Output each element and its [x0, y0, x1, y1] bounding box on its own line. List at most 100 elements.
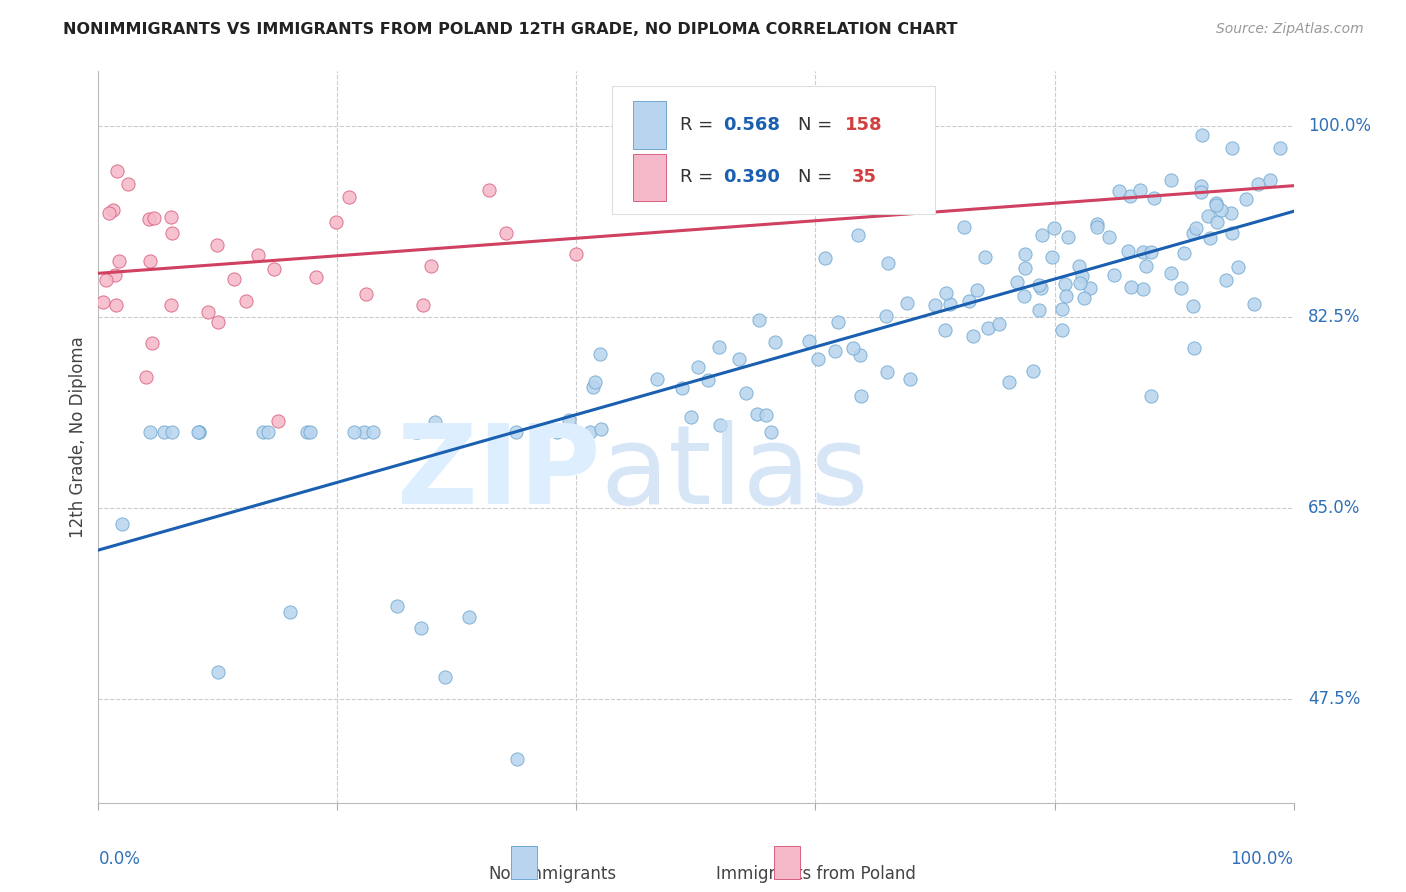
Point — [111, 517, 134, 532]
Point — [152, 425, 174, 439]
Point — [1098, 230, 1121, 244]
Point — [411, 621, 433, 635]
Text: ZIP: ZIP — [396, 420, 600, 527]
Point — [898, 372, 921, 386]
Point — [1220, 140, 1243, 154]
Text: R =: R = — [681, 169, 720, 186]
Point — [187, 425, 209, 439]
Point — [1135, 259, 1157, 273]
Point — [728, 351, 751, 366]
Point — [849, 348, 872, 362]
Point — [849, 389, 872, 403]
Point — [997, 375, 1019, 389]
Point — [1258, 173, 1281, 187]
Point — [686, 360, 709, 375]
Point — [1234, 192, 1257, 206]
Point — [1189, 185, 1212, 199]
Point — [1205, 198, 1227, 212]
Point — [440, 425, 463, 439]
Text: NONIMMIGRANTS VS IMMIGRANTS FROM POLAND 12TH GRADE, NO DIPLOMA CORRELATION CHART: NONIMMIGRANTS VS IMMIGRANTS FROM POLAND … — [63, 22, 957, 37]
Point — [1054, 288, 1077, 302]
Point — [1132, 282, 1154, 296]
Point — [645, 372, 668, 386]
Point — [434, 670, 457, 684]
Point — [478, 183, 501, 197]
Point — [583, 376, 606, 390]
Point — [671, 382, 693, 396]
Point — [141, 335, 163, 350]
Point — [579, 425, 602, 439]
Point — [138, 211, 160, 226]
Text: 35: 35 — [852, 169, 876, 186]
Point — [1143, 191, 1166, 205]
Point — [1050, 301, 1073, 316]
Point — [959, 294, 981, 309]
Point — [1191, 128, 1213, 143]
Point — [1206, 215, 1229, 229]
Point — [506, 752, 529, 766]
Point — [489, 425, 512, 439]
Point — [404, 425, 426, 439]
Point — [458, 610, 481, 624]
Point — [160, 298, 183, 312]
Point — [797, 334, 820, 348]
Point — [876, 365, 898, 379]
Text: 0.390: 0.390 — [724, 169, 780, 186]
Bar — [773, 847, 800, 880]
Point — [966, 283, 988, 297]
Point — [976, 321, 998, 335]
Point — [1029, 281, 1052, 295]
Point — [846, 228, 869, 243]
Point — [934, 323, 956, 337]
Point — [1108, 184, 1130, 198]
Point — [91, 294, 114, 309]
Bar — [510, 847, 537, 880]
Point — [679, 410, 702, 425]
Point — [1185, 221, 1208, 235]
Point — [1005, 276, 1028, 290]
Bar — [633, 153, 666, 202]
Point — [1040, 250, 1063, 264]
Point — [939, 297, 962, 311]
Text: 47.5%: 47.5% — [1308, 690, 1360, 708]
Point — [1270, 141, 1292, 155]
Point — [104, 298, 127, 312]
Point — [1053, 277, 1076, 291]
Point — [1160, 173, 1182, 187]
Text: Nonimmigrants: Nonimmigrants — [488, 865, 617, 883]
Point — [353, 425, 375, 439]
Point — [207, 665, 229, 679]
Point — [139, 425, 162, 439]
Point — [1220, 226, 1243, 240]
Point — [755, 408, 778, 422]
Point — [1199, 231, 1222, 245]
Point — [235, 294, 257, 309]
Point — [1071, 269, 1094, 284]
Point — [546, 425, 568, 439]
Point — [1078, 281, 1101, 295]
Point — [1181, 299, 1204, 313]
Point — [735, 386, 758, 401]
Point — [139, 254, 162, 268]
Point — [896, 296, 918, 310]
Point — [343, 425, 366, 439]
Point — [763, 334, 786, 349]
Text: 100.0%: 100.0% — [1230, 850, 1294, 868]
Point — [748, 313, 770, 327]
Point — [745, 407, 768, 421]
Text: N =: N = — [797, 169, 838, 186]
Point — [1119, 279, 1142, 293]
Point — [685, 156, 707, 170]
Point — [761, 425, 783, 439]
Point — [1073, 291, 1095, 305]
Point — [709, 417, 731, 432]
Text: 0.0%: 0.0% — [98, 850, 141, 868]
Point — [495, 226, 517, 240]
Point — [814, 251, 837, 265]
Point — [162, 226, 184, 240]
Point — [135, 370, 157, 384]
Point — [1197, 209, 1219, 223]
Point — [953, 220, 976, 235]
Point — [1243, 297, 1265, 311]
Point — [188, 425, 211, 439]
